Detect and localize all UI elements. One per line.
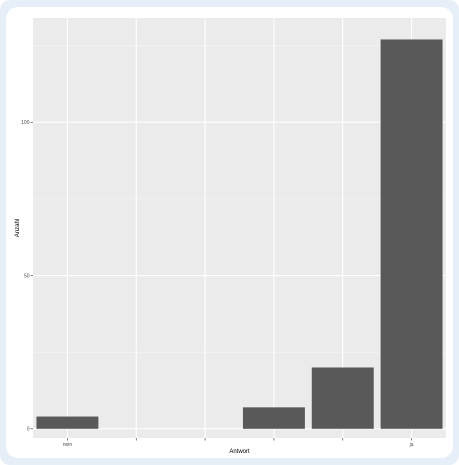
bar [380, 39, 443, 429]
bar [36, 416, 99, 429]
bar [311, 367, 374, 429]
y-tick-label: 100 [21, 120, 30, 126]
x-tick-label: ja [409, 442, 414, 448]
y-axis-title: Anzahl [15, 219, 21, 237]
grid-lines [33, 18, 446, 438]
y-tick-label: 50 [24, 273, 30, 279]
x-tick-label: nein [63, 442, 73, 448]
bar [242, 407, 305, 429]
y-axis: 0 50 100 [21, 120, 33, 433]
y-tick-label: 0 [27, 427, 30, 433]
plot-panel [33, 18, 446, 438]
bars [36, 39, 443, 429]
x-axis-title: Antwort [229, 449, 250, 455]
x-axis: nein ja [63, 438, 414, 448]
